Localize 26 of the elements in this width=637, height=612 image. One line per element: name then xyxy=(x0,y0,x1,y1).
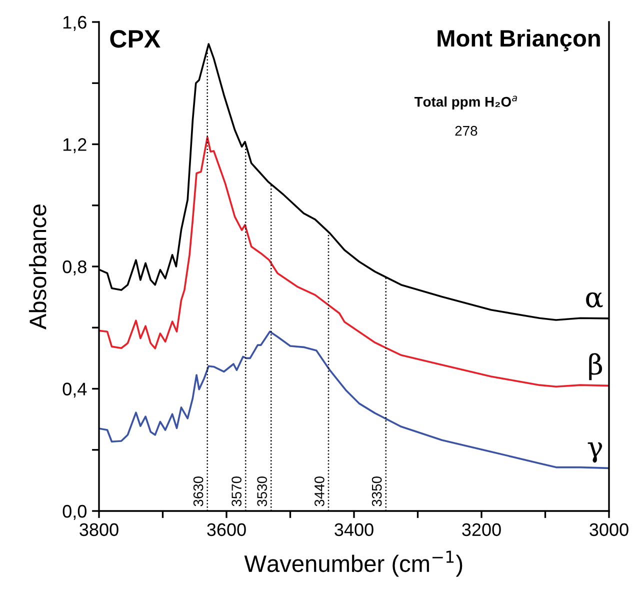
y-tick-label: 1,2 xyxy=(63,138,86,154)
line-series xyxy=(99,330,609,470)
ref-line-label: 3530 xyxy=(257,476,267,506)
x-tick-label: 3000 xyxy=(590,523,628,536)
y-tick-label: 0,0 xyxy=(62,504,86,520)
x-tick-label: 3600 xyxy=(207,523,246,536)
annotation: 278 xyxy=(455,126,478,136)
x-tick-label: 3400 xyxy=(334,523,374,536)
ref-line-label: 3570 xyxy=(232,476,242,506)
y-tick-label: 0,4 xyxy=(62,382,87,398)
series-label: α xyxy=(586,292,603,308)
annotation: Total ppm H₂O$^{a}$ xyxy=(414,96,517,110)
ref-line-label: 3350 xyxy=(372,476,382,506)
chart-title: Mont Briançon xyxy=(438,29,600,52)
ref-line-label: 3630 xyxy=(193,476,204,506)
series-label: β xyxy=(589,353,602,380)
x-tick-label: 3800 xyxy=(80,523,118,536)
line-series xyxy=(99,136,609,388)
x-axis-title: Wavenumber (cm$^{−1}$) xyxy=(244,550,462,577)
ref-line-label: 3440 xyxy=(314,476,324,506)
y-tick-label: 0,8 xyxy=(62,260,86,276)
x-tick-label: 3200 xyxy=(462,523,501,536)
y-tick-label: 1,6 xyxy=(63,16,86,31)
annotation: CPX xyxy=(110,30,160,48)
y-axis-title: Absorbance xyxy=(28,204,46,330)
series-label: γ xyxy=(588,442,602,463)
